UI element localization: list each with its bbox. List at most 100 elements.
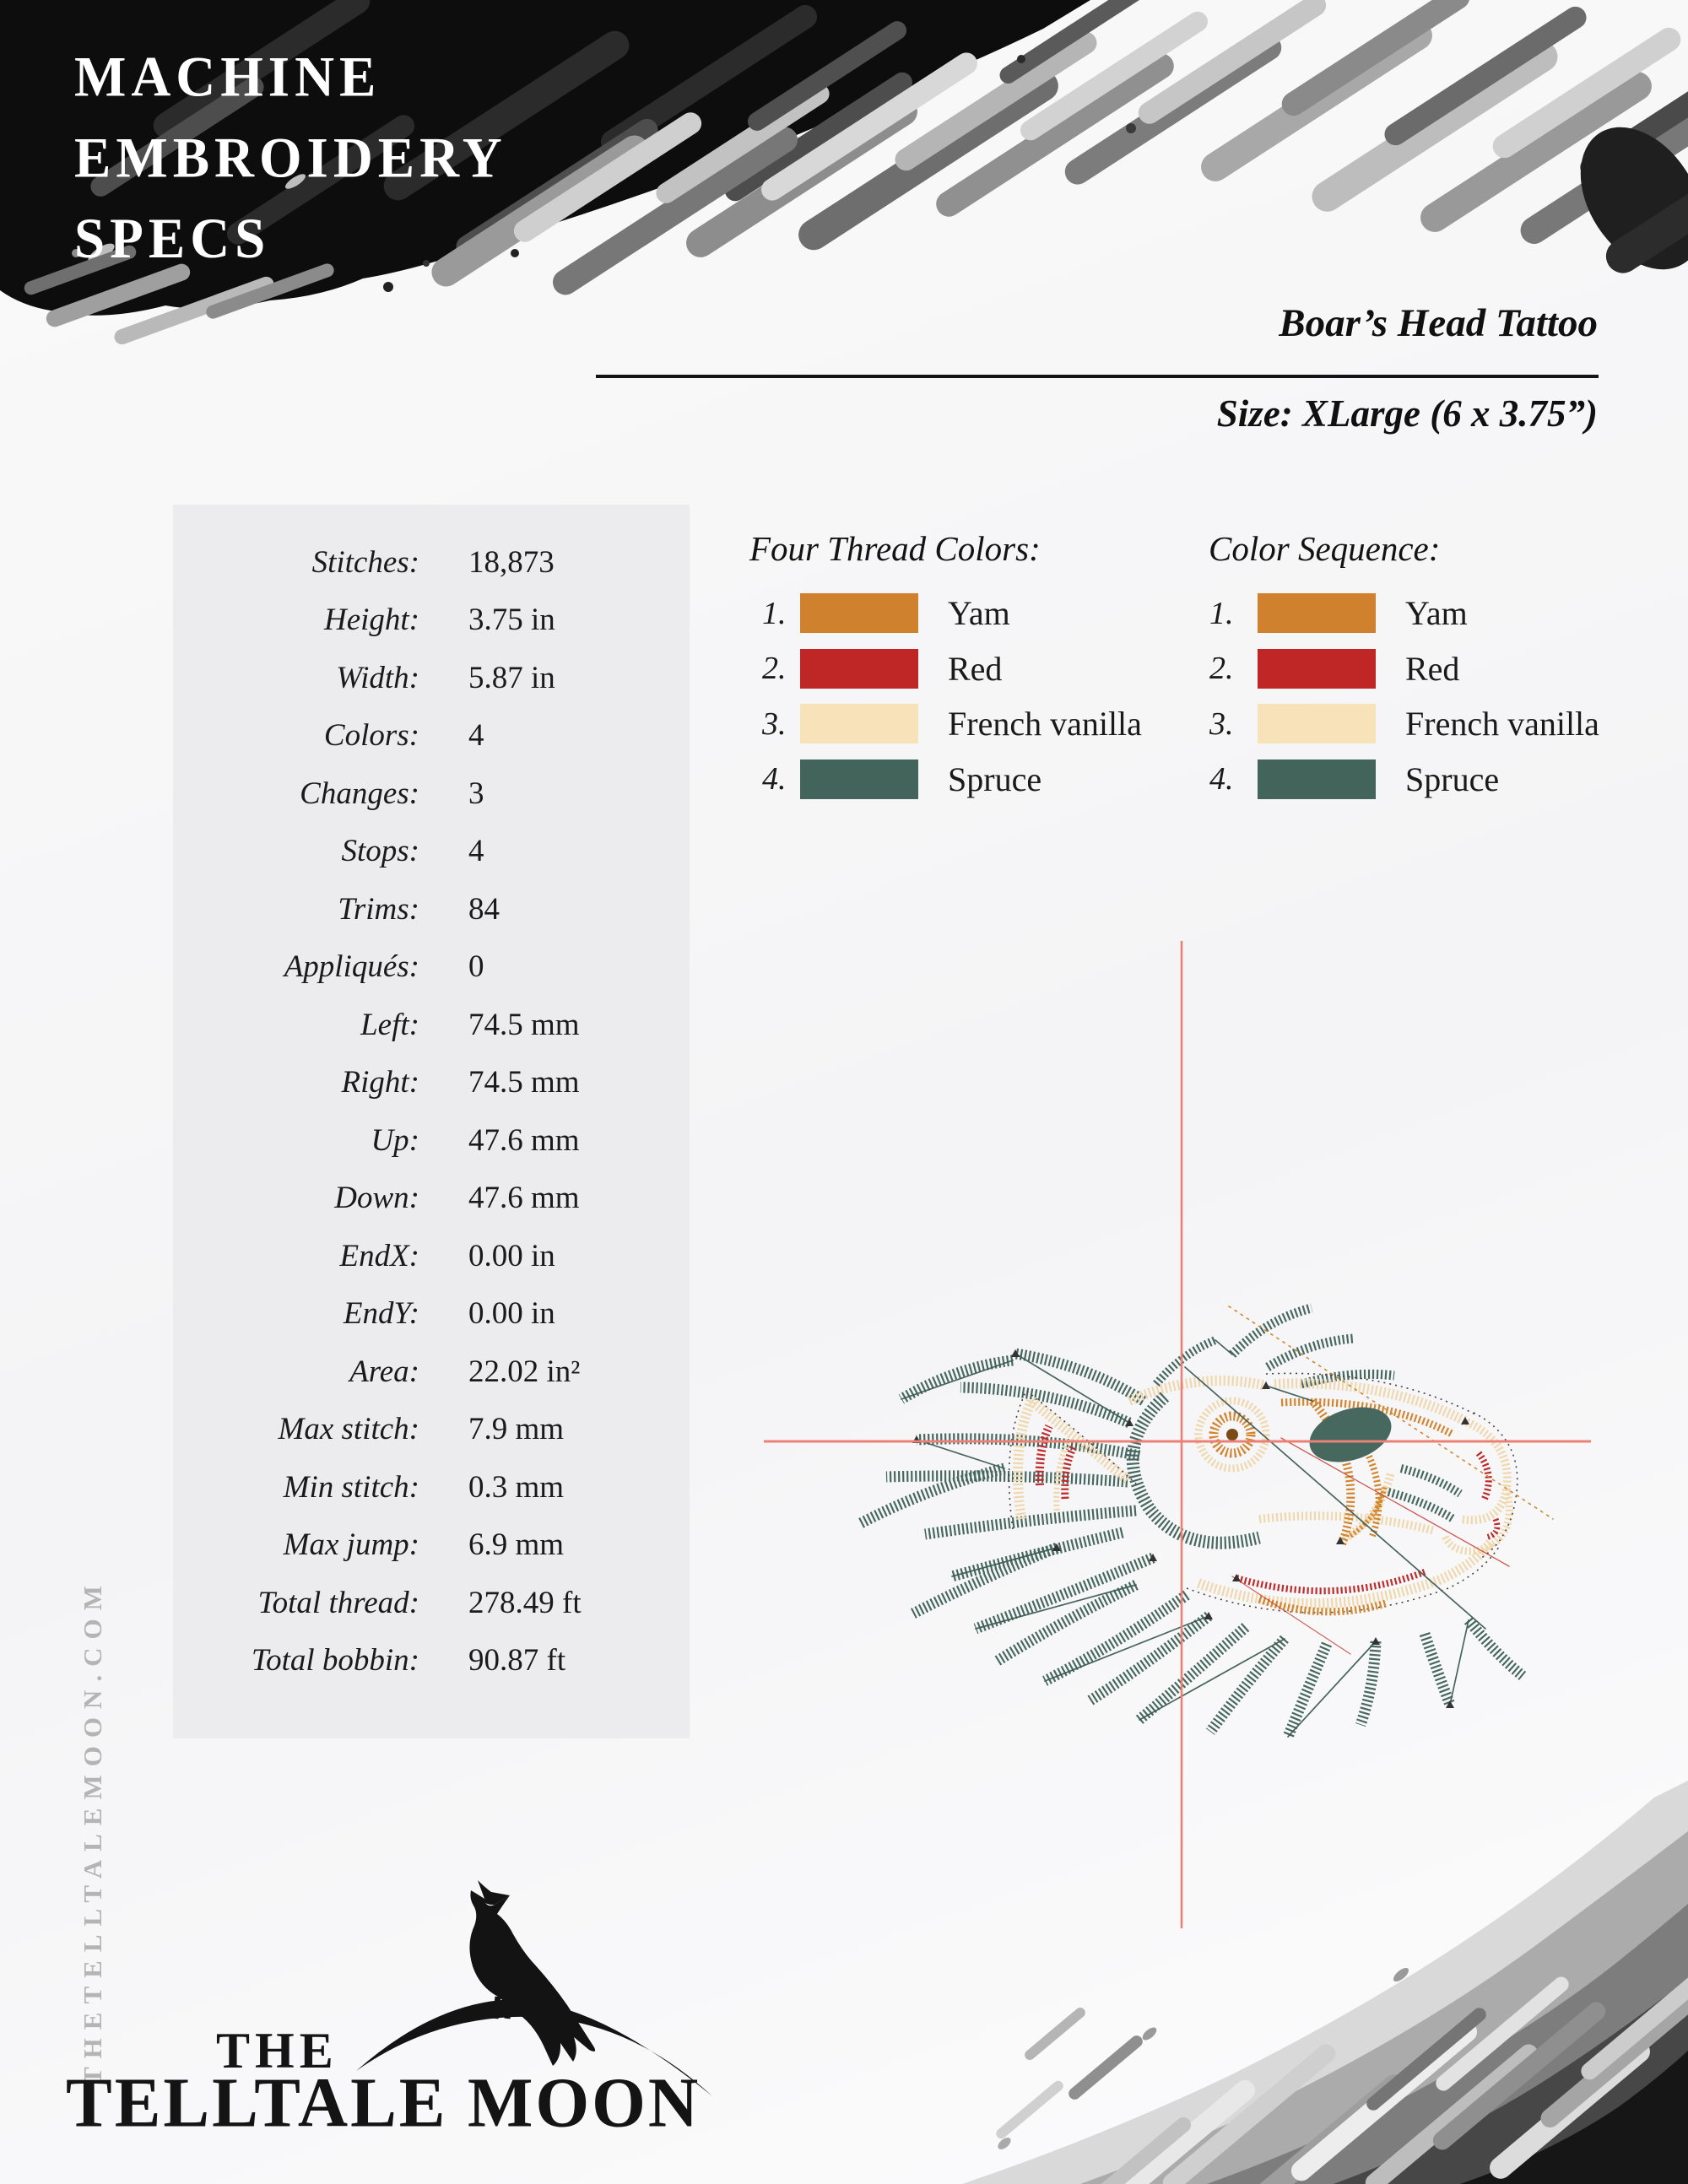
thread-color-number: 4. xyxy=(1209,761,1234,797)
thread-color-name: French vanilla xyxy=(948,705,1142,743)
spec-label: Down: xyxy=(334,1181,419,1216)
spec-value: 0.3 mm xyxy=(468,1469,565,1505)
jump-guide-red-2 xyxy=(1231,1576,1351,1655)
jump-guide-red xyxy=(1280,1437,1510,1567)
spec-value: 4 xyxy=(468,718,484,754)
thread-color-item: 4. Spruce xyxy=(1209,752,1599,808)
thread-color-item: 4. Spruce xyxy=(762,752,1142,808)
brand-name-main: TELLTALE MOON xyxy=(66,2063,701,2142)
spec-label: Area: xyxy=(349,1354,419,1389)
spec-row: Total thread: 278.49 ft xyxy=(173,1574,690,1632)
thread-color-name: Red xyxy=(1405,649,1460,688)
spec-value: 5.87 in xyxy=(468,660,555,695)
spec-label: Min stitch: xyxy=(283,1469,419,1505)
thread-color-name: Yam xyxy=(948,594,1010,633)
spec-row: Up: 47.6 mm xyxy=(173,1111,690,1170)
thread-color-swatch xyxy=(1258,759,1376,799)
boar-cheek-stitches xyxy=(1126,1392,1463,1549)
thread-color-item: 2. Red xyxy=(762,641,1142,697)
header-divider xyxy=(596,375,1599,378)
boar-eye-center xyxy=(1226,1429,1238,1441)
spec-label: Right: xyxy=(341,1065,419,1100)
thread-color-item: 3. French vanilla xyxy=(762,696,1142,752)
spec-row: EndX: 0.00 in xyxy=(173,1227,690,1285)
thread-color-swatch xyxy=(800,704,918,744)
thread-color-number: 2. xyxy=(762,651,787,687)
spec-label: Changes: xyxy=(300,776,419,811)
thread-color-item: 1. Yam xyxy=(762,586,1142,641)
spec-value: 47.6 mm xyxy=(468,1122,580,1158)
boar-mane-stitches xyxy=(856,1303,1527,1739)
spec-value: 90.87 ft xyxy=(468,1643,566,1679)
spec-label: EndY: xyxy=(343,1296,419,1332)
spec-value: 6.9 mm xyxy=(468,1527,565,1563)
spec-label: Max stitch: xyxy=(278,1412,419,1447)
thread-color-number: 1. xyxy=(1209,595,1234,631)
spec-row: Down: 47.6 mm xyxy=(173,1170,690,1228)
spec-row: Stops: 4 xyxy=(173,823,690,881)
color-sequence-heading: Color Sequence: xyxy=(1209,529,1441,568)
spec-label: Width: xyxy=(336,660,419,695)
design-name: Boar’s Head Tattoo xyxy=(1279,301,1598,345)
spec-label: Max jump: xyxy=(283,1527,419,1563)
thread-color-swatch xyxy=(800,648,918,689)
spec-row: Colors: 4 xyxy=(173,707,690,765)
thread-color-number: 3. xyxy=(1209,705,1234,742)
spec-value: 18,873 xyxy=(468,544,555,580)
spec-label: Total thread: xyxy=(257,1585,419,1620)
thread-colors-heading: Four Thread Colors: xyxy=(749,529,1041,568)
spec-value: 278.49 ft xyxy=(468,1585,582,1620)
spec-value: 84 xyxy=(468,891,500,927)
spec-row: Changes: 3 xyxy=(173,765,690,823)
thread-color-item: 1. Yam xyxy=(1209,586,1599,641)
spec-row: Stitches: 18,873 xyxy=(173,533,690,592)
thread-color-name: Spruce xyxy=(1405,760,1500,798)
thread-color-number: 3. xyxy=(762,705,787,742)
spec-value: 3.75 in xyxy=(468,603,555,638)
website-vertical-text: THETELLTALEMOON.COM xyxy=(78,1577,107,2084)
thread-color-swatch xyxy=(800,759,918,799)
boar-head-stitch-preview xyxy=(764,941,1591,1928)
jump-guide-dotted xyxy=(1228,1306,1554,1520)
thread-color-name: Spruce xyxy=(948,760,1042,798)
spec-row: Total bobbin: 90.87 ft xyxy=(173,1632,690,1690)
spec-row: EndY: 0.00 in xyxy=(173,1285,690,1343)
thread-color-swatch xyxy=(1258,593,1376,634)
brand-name-the: THE xyxy=(216,2023,338,2079)
spec-value: 74.5 mm xyxy=(468,1065,580,1100)
thread-color-name: Yam xyxy=(1405,594,1468,633)
spec-value: 0 xyxy=(468,949,484,985)
spec-value: 47.6 mm xyxy=(468,1181,580,1216)
thread-color-swatch xyxy=(800,593,918,634)
spec-label: Total bobbin: xyxy=(251,1643,419,1679)
travel-threads xyxy=(901,1339,1486,1738)
thread-color-item: 2. Red xyxy=(1209,641,1599,697)
raven-moon-logo-icon xyxy=(356,1880,712,2096)
spec-label: Left: xyxy=(360,1007,419,1042)
thread-color-swatch xyxy=(1258,648,1376,689)
spec-label: Stops: xyxy=(341,834,420,869)
specs-rows: Stitches: 18,873 Height: 3.75 in Width: … xyxy=(173,533,690,1689)
page-title-line-2: EMBROIDERY xyxy=(74,127,507,190)
spec-row: Height: 3.75 in xyxy=(173,592,690,650)
header-brush-art xyxy=(0,0,1688,345)
color-sequence-list: 1. Yam 2. Red 3. French vanilla 4. Spruc… xyxy=(1209,586,1599,807)
page-title: MACHINE EMBROIDERY SPECS xyxy=(74,37,507,279)
thread-color-number: 2. xyxy=(1209,651,1234,687)
spec-label: EndX: xyxy=(339,1238,419,1273)
spec-label: Appliqués: xyxy=(284,949,419,985)
spec-value: 0.00 in xyxy=(468,1296,555,1332)
thread-color-name: French vanilla xyxy=(1405,705,1599,743)
spec-label: Height: xyxy=(323,603,419,638)
stitch-point-markers xyxy=(912,1349,1469,1708)
boar-red-stitches xyxy=(1035,1424,1501,1595)
spec-label: Up: xyxy=(371,1122,419,1158)
thread-color-name: Red xyxy=(948,649,1003,688)
thread-colors-list: 1. Yam 2. Red 3. French vanilla 4. Spruc… xyxy=(762,586,1142,807)
design-size: Size: XLarge (6 x 3.75”) xyxy=(1216,392,1598,435)
corner-brush-art xyxy=(962,1781,1688,2184)
spec-row: Right: 74.5 mm xyxy=(173,1054,690,1112)
spec-row: Left: 74.5 mm xyxy=(173,996,690,1054)
spec-label: Colors: xyxy=(323,718,419,754)
